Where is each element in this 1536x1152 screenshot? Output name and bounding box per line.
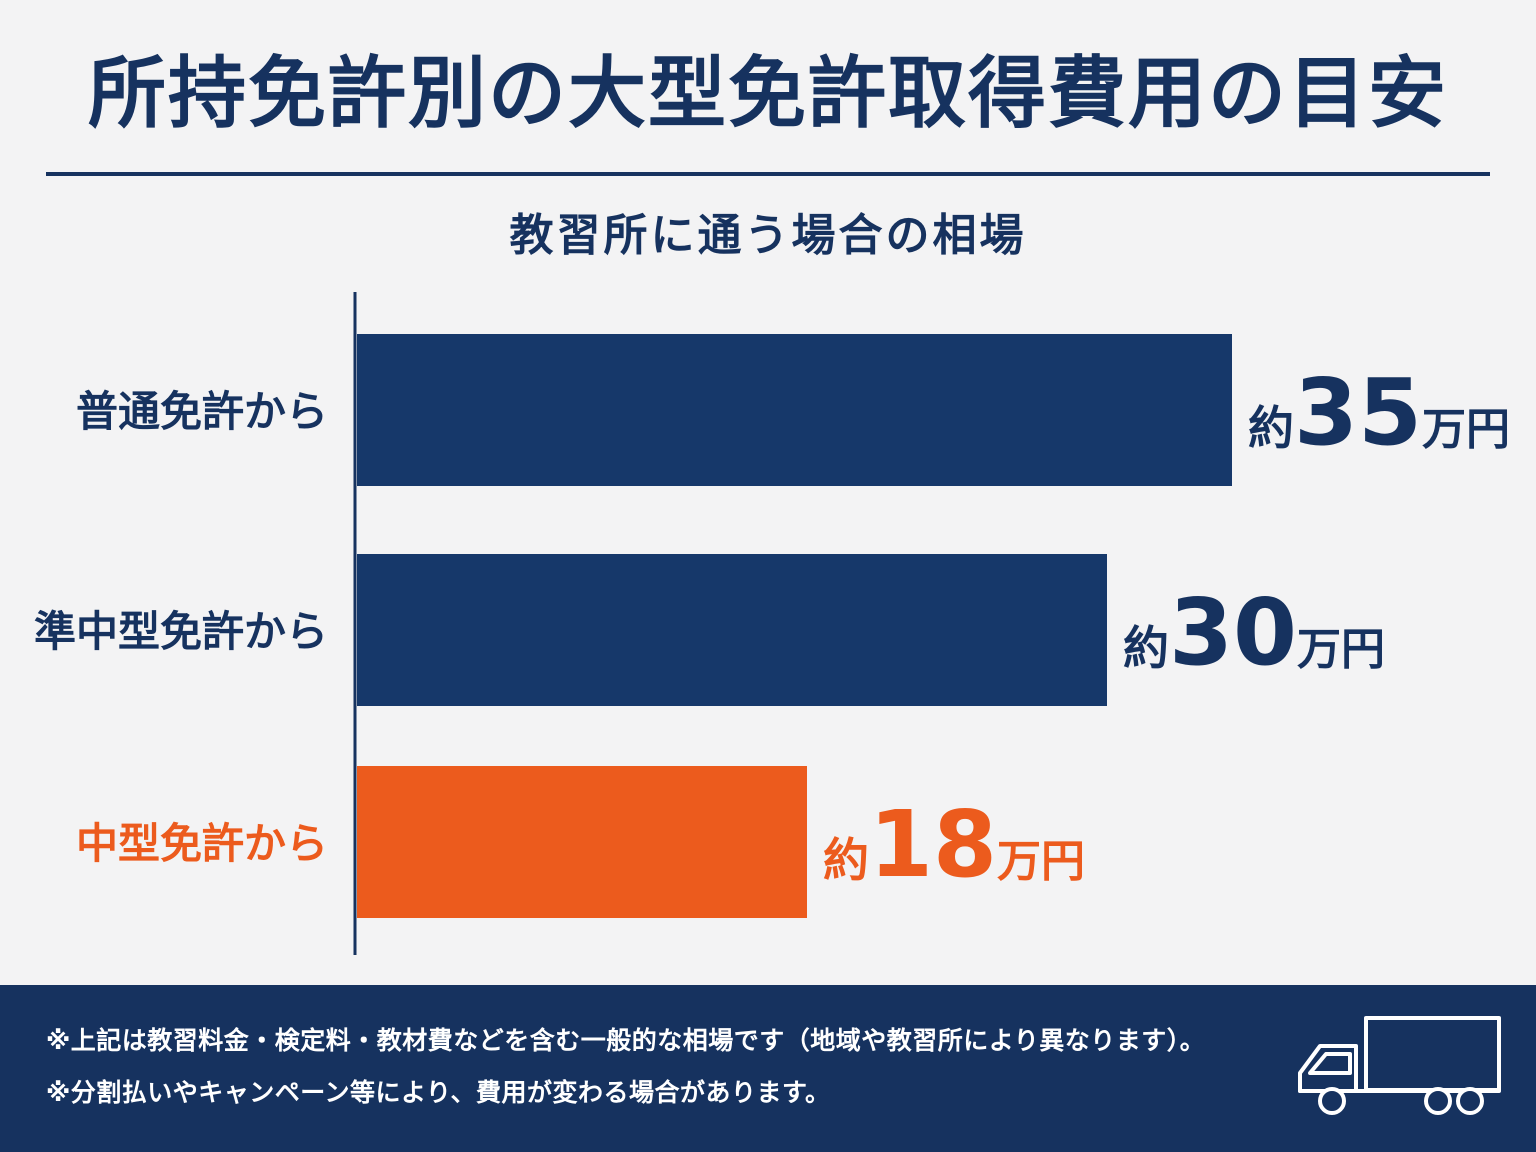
- category-label: 普通免許から: [76, 387, 328, 436]
- data-label: 約30万円: [1123, 579, 1385, 686]
- bar: [357, 554, 1107, 706]
- chart-subtitle: 教習所に通う場合の相場: [509, 210, 1027, 261]
- footer-notes-panel: ※上記は教習料金・検定料・教材費などを含む一般的な相場です（地域や教習所により異…: [0, 985, 1536, 1152]
- category-label: 準中型免許から: [34, 607, 328, 656]
- data-label: 約18万円: [823, 791, 1085, 898]
- bar: [357, 334, 1232, 486]
- truck-icon: [1298, 1016, 1501, 1115]
- data-label: 約35万円: [1248, 359, 1510, 466]
- title-divider: [46, 172, 1490, 176]
- footer-note: ※分割払いやキャンペーン等により、費用が変わる場合があります。: [46, 1078, 831, 1107]
- category-label: 中型免許から: [76, 819, 328, 868]
- page-title: 所持免許別の大型免許取得費用の目安: [87, 49, 1448, 139]
- footer-note: ※上記は教習料金・検定料・教材費などを含む一般的な相場です（地域や教習所により異…: [46, 1026, 1206, 1055]
- bar: [357, 766, 807, 918]
